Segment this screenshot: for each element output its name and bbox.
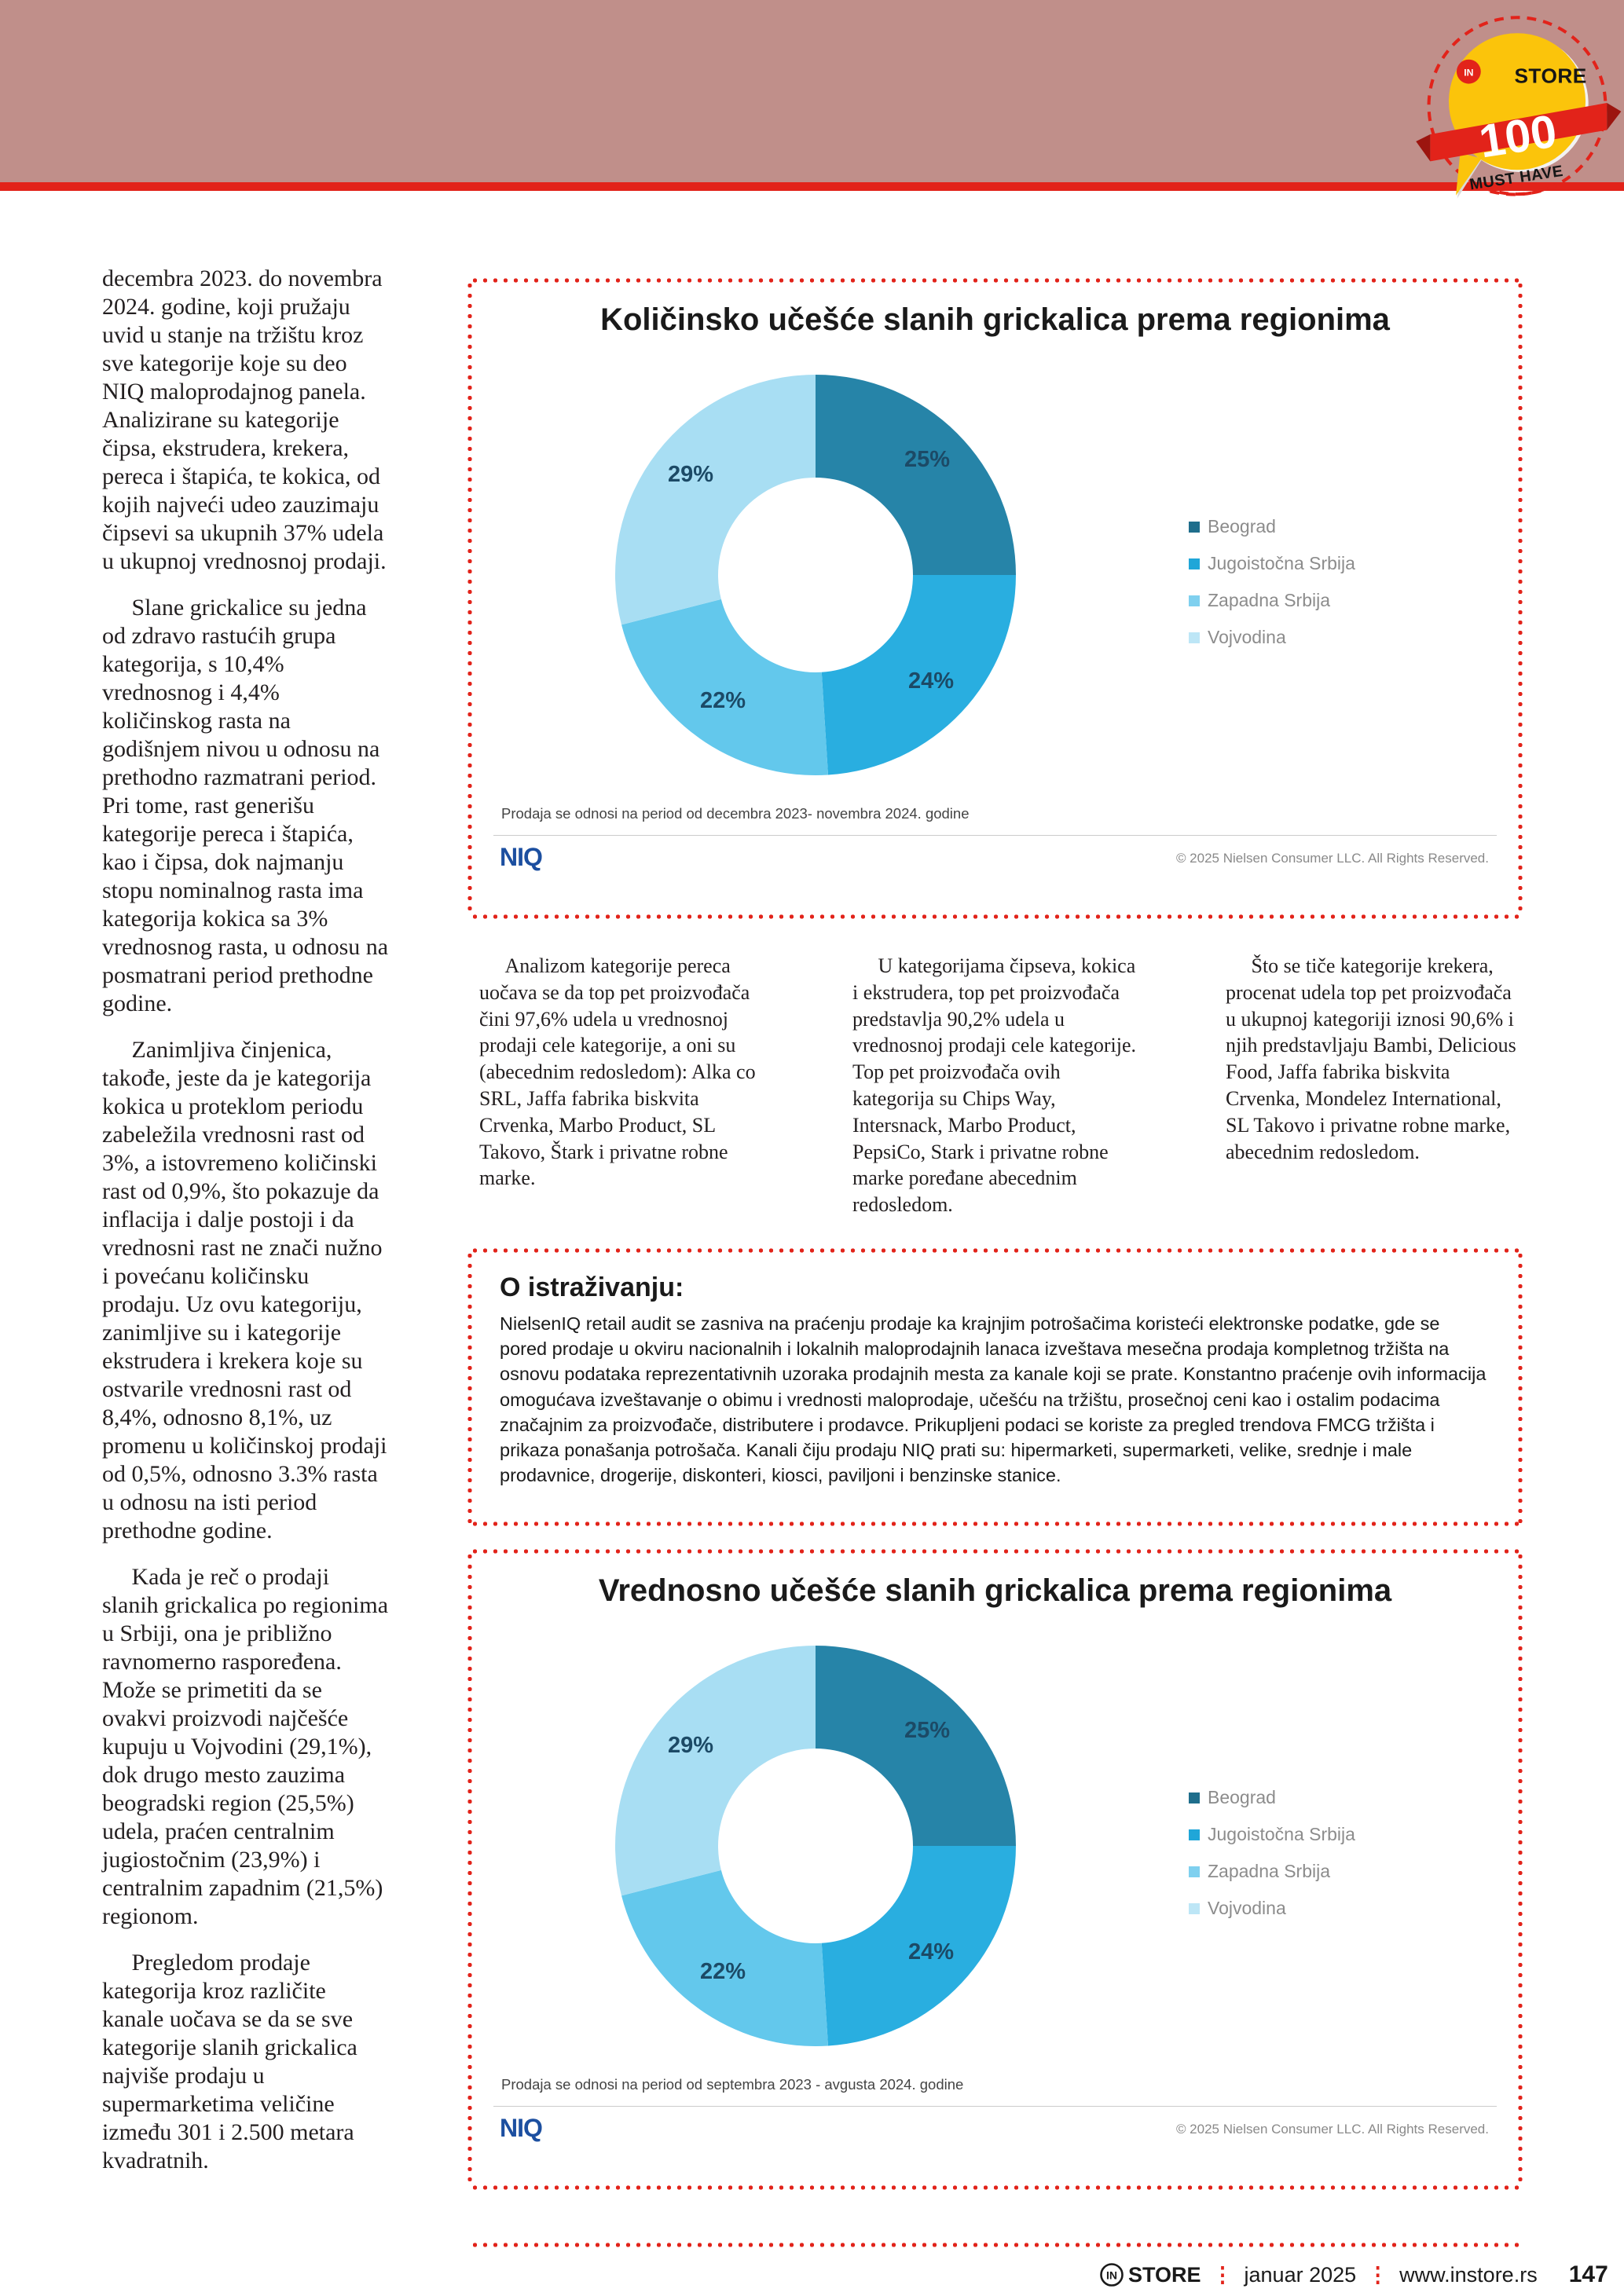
svg-text:29%: 29% xyxy=(668,1733,713,1758)
svg-text:24%: 24% xyxy=(908,668,954,694)
svg-text:STORE: STORE xyxy=(1514,64,1586,88)
svg-text:22%: 22% xyxy=(700,1959,746,1984)
svg-text:24%: 24% xyxy=(908,1939,954,1965)
svg-text:29%: 29% xyxy=(668,462,713,487)
svg-text:25%: 25% xyxy=(904,447,950,472)
svg-text:22%: 22% xyxy=(700,688,746,713)
svg-text:25%: 25% xyxy=(904,1718,950,1743)
svg-text:IN: IN xyxy=(1464,68,1473,79)
svg-text:IN: IN xyxy=(1106,2269,1117,2282)
